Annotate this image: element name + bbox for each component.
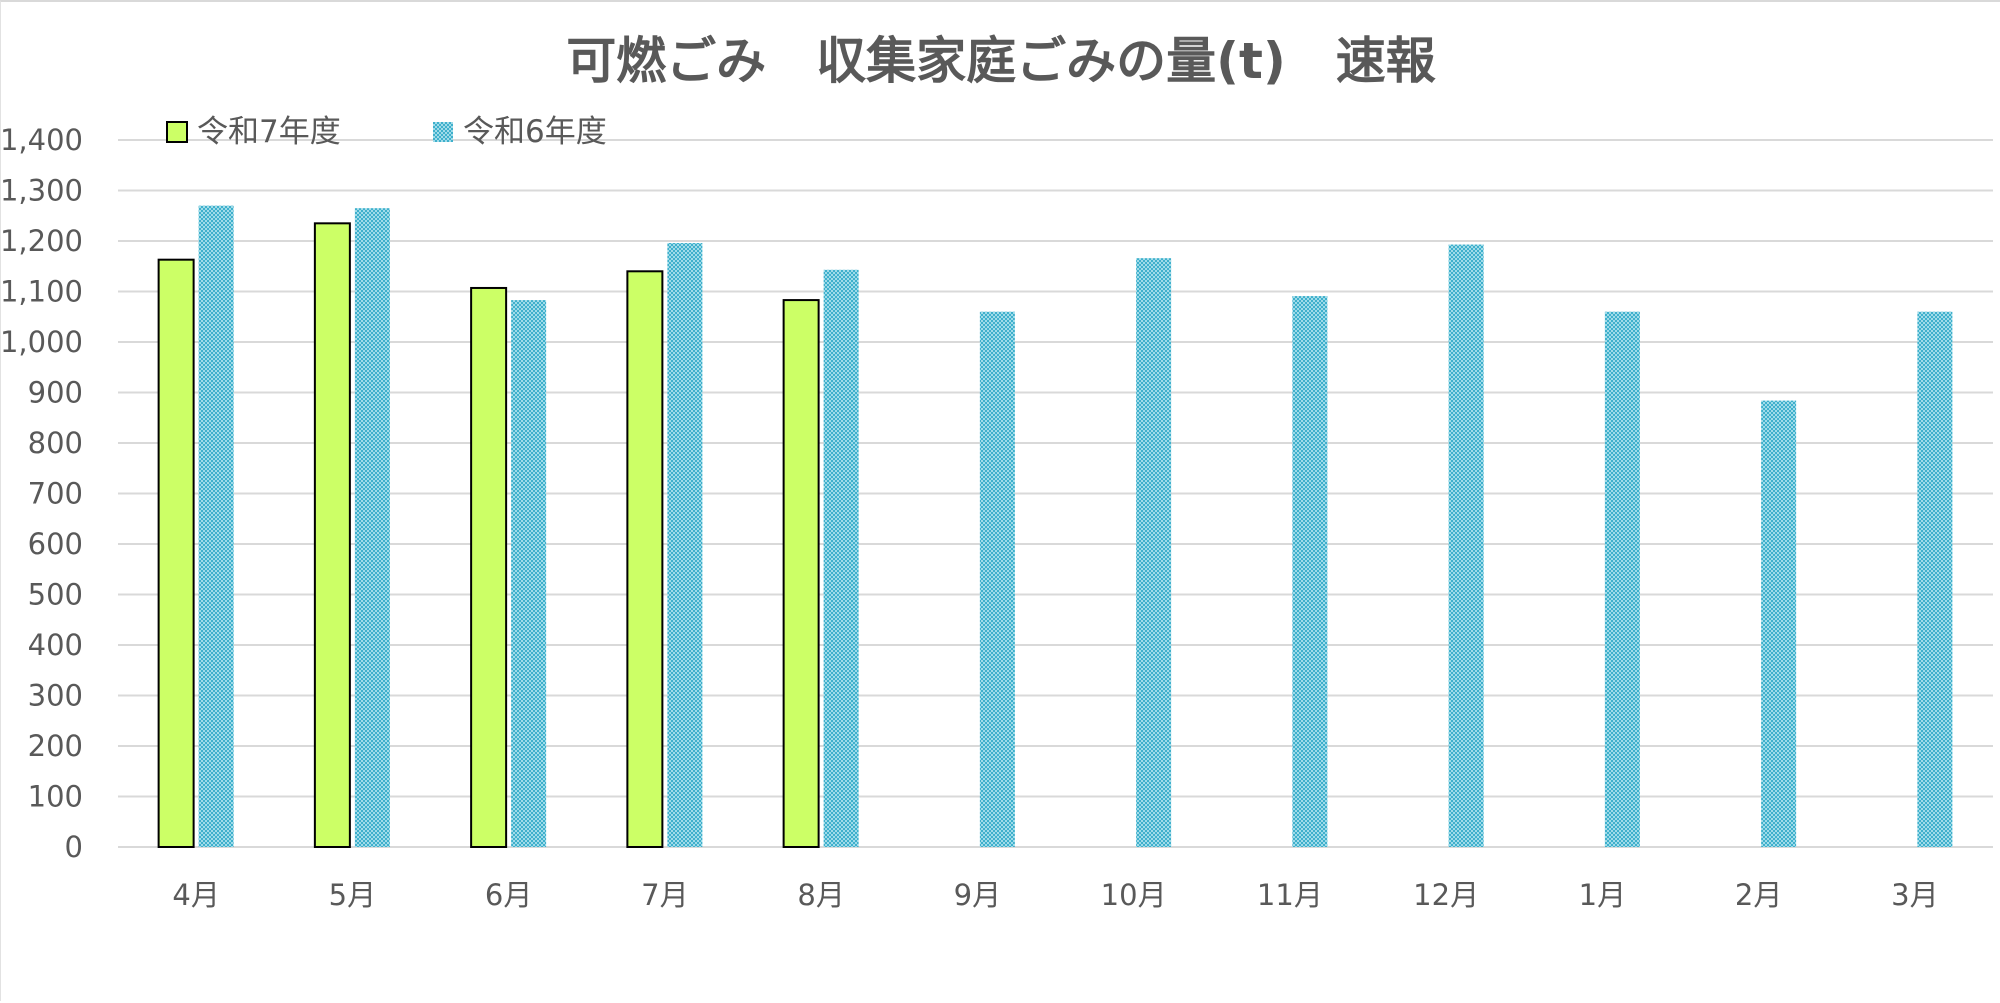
legend-label-r7: 令和7年度 <box>197 114 341 150</box>
y-tick-label-400: 400 <box>28 628 83 662</box>
y-tick-label-800: 800 <box>28 426 83 460</box>
y-tick-label-1000: 1,000 <box>1 325 83 359</box>
x-tick-label-8月: 8月 <box>797 878 844 912</box>
legend-swatch-r6 <box>433 122 453 142</box>
y-tick-label-1200: 1,200 <box>1 224 83 258</box>
y-tick-label-900: 900 <box>28 376 83 410</box>
legend: 令和7年度 令和6年度 <box>166 114 607 150</box>
y-tick-label-600: 600 <box>28 527 83 561</box>
bar-r6-3月 <box>1917 311 1953 847</box>
x-tick-label-9月: 9月 <box>954 878 1001 912</box>
bar-r7-8月 <box>782 299 820 848</box>
x-axis-tick-labels: 4月 5月 6月 7月 8月 9月 10月 11月 12月 1月 2月 3月 <box>172 878 1938 912</box>
x-tick-label-11月: 11月 <box>1257 878 1323 912</box>
y-tick-label-0: 0 <box>65 830 83 864</box>
bar-r6-8月 <box>823 269 859 847</box>
bar-r6-11月 <box>1292 296 1328 847</box>
x-tick-label-10月: 10月 <box>1101 878 1167 912</box>
x-tick-label-1月: 1月 <box>1579 878 1626 912</box>
x-tick-label-3月: 3月 <box>1891 878 1938 912</box>
x-tick-label-2月: 2月 <box>1735 878 1782 912</box>
bar-r7-7月 <box>626 270 664 848</box>
y-tick-label-1100: 1,100 <box>1 275 83 309</box>
bars <box>157 205 1953 848</box>
bar-r6-6月 <box>511 300 547 848</box>
x-tick-label-7月: 7月 <box>641 878 688 912</box>
y-axis-tick-labels: 0 100 200 300 400 500 600 700 800 900 1,000 1,100 1,… <box>1 123 83 864</box>
bar-r6-10月 <box>1136 258 1172 847</box>
y-tick-label-1300: 1,300 <box>1 174 83 208</box>
legend-swatch-r7 <box>166 121 188 143</box>
bar-r6-2月 <box>1761 400 1797 847</box>
gridlines <box>118 139 1993 848</box>
bar-r6-9月 <box>979 311 1015 847</box>
legend-label-r6: 令和6年度 <box>463 114 607 150</box>
bar-r7-5月 <box>313 222 351 848</box>
bar-r7-4月 <box>157 258 195 848</box>
bar-r6-5月 <box>354 208 390 848</box>
x-tick-label-5月: 5月 <box>329 878 376 912</box>
bar-r7-6月 <box>470 286 508 848</box>
y-tick-label-1400: 1,400 <box>1 123 83 157</box>
y-tick-label-700: 700 <box>28 477 83 511</box>
y-tick-label-200: 200 <box>28 729 83 763</box>
chart-title: 可燃ごみ 収集家庭ごみの量(t) 速報 <box>566 32 1436 90</box>
bar-r6-1月 <box>1604 311 1640 847</box>
bar-r6-4月 <box>198 205 234 847</box>
bar-r6-7月 <box>667 243 703 847</box>
x-tick-label-6月: 6月 <box>485 878 532 912</box>
y-tick-label-500: 500 <box>28 578 83 612</box>
y-tick-label-100: 100 <box>28 780 83 814</box>
bar-r6-12月 <box>1448 244 1484 847</box>
x-tick-label-4月: 4月 <box>172 878 219 912</box>
y-tick-label-300: 300 <box>28 679 83 713</box>
x-tick-label-12月: 12月 <box>1413 878 1479 912</box>
